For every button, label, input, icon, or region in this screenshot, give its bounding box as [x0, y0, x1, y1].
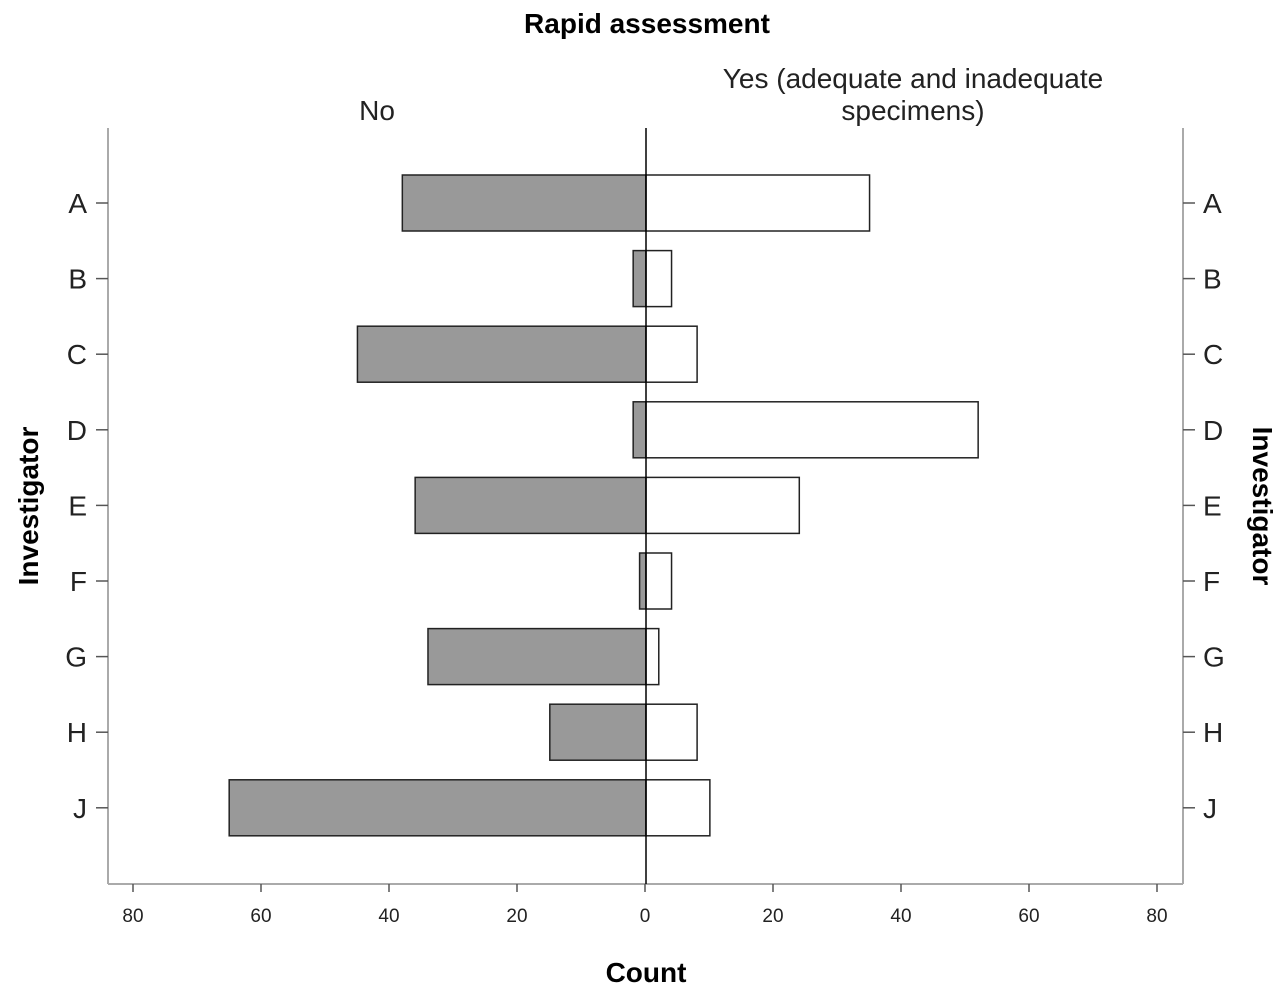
x-tick-label-8: 80: [1146, 906, 1167, 927]
category-label-right-A: A: [1203, 188, 1222, 219]
category-label-left-G: G: [65, 642, 87, 673]
category-label-right-H: H: [1203, 717, 1223, 748]
bar-yes-D: [645, 401, 979, 459]
x-tick-label-2: 40: [378, 906, 399, 927]
category-label-left-F: F: [70, 566, 87, 597]
bar-no-J: [228, 779, 647, 837]
bar-no-D: [632, 401, 647, 459]
bar-yes-F: [645, 552, 673, 610]
x-tick-label-5: 20: [762, 906, 783, 927]
x-tick-label-0: 80: [122, 906, 143, 927]
chart-title: Rapid assessment: [524, 8, 770, 39]
bar-no-F: [638, 552, 647, 610]
right-panel-label-line-1: Yes (adequate and inadequate: [723, 63, 1103, 94]
x-tick-label-7: 60: [1018, 906, 1039, 927]
bar-no-H: [549, 703, 647, 761]
right-panel-label-line-2: specimens): [841, 95, 984, 126]
category-label-left-A: A: [68, 188, 87, 219]
y-axis-title-left: Investigator: [13, 427, 44, 586]
category-label-left-J: J: [73, 793, 87, 824]
left-panel-label: No: [359, 95, 395, 126]
bar-yes-B: [645, 249, 673, 308]
x-axis-title: Count: [606, 957, 687, 986]
bar-no-C: [356, 325, 647, 383]
bar-yes-C: [645, 325, 698, 383]
bar-no-G: [427, 627, 647, 686]
bar-yes-J: [645, 779, 711, 837]
bar-no-A: [401, 174, 647, 232]
category-label-left-C: C: [67, 339, 87, 370]
x-tick-label-6: 40: [890, 906, 911, 927]
category-label-right-F: F: [1203, 566, 1220, 597]
bar-yes-G: [645, 627, 660, 686]
x-tick-label-3: 20: [506, 906, 527, 927]
category-label-right-C: C: [1203, 339, 1223, 370]
category-label-right-E: E: [1203, 490, 1222, 521]
category-label-left-E: E: [68, 490, 87, 521]
category-label-right-B: B: [1203, 264, 1222, 295]
bar-no-B: [632, 249, 647, 308]
x-tick-label-1: 60: [250, 906, 271, 927]
y-axis-title-right: Investigator: [1247, 427, 1278, 586]
x-tick-label-4: 0: [640, 906, 651, 927]
category-label-left-H: H: [67, 717, 87, 748]
category-label-left-D: D: [67, 415, 87, 446]
bar-no-E: [414, 476, 647, 535]
x-axis-ticks: 80 60 40 20 0 20 40 60 80: [122, 884, 1168, 927]
category-labels: A A B B C C D D E E F F G G H H J J: [65, 188, 1225, 824]
category-label-left-B: B: [68, 264, 87, 295]
bars-layer: [228, 174, 979, 837]
category-label-right-D: D: [1203, 415, 1223, 446]
bar-yes-H: [645, 703, 698, 761]
category-label-right-J: J: [1203, 793, 1217, 824]
category-label-right-G: G: [1203, 642, 1225, 673]
bar-yes-A: [645, 174, 871, 232]
bar-yes-E: [645, 476, 801, 535]
